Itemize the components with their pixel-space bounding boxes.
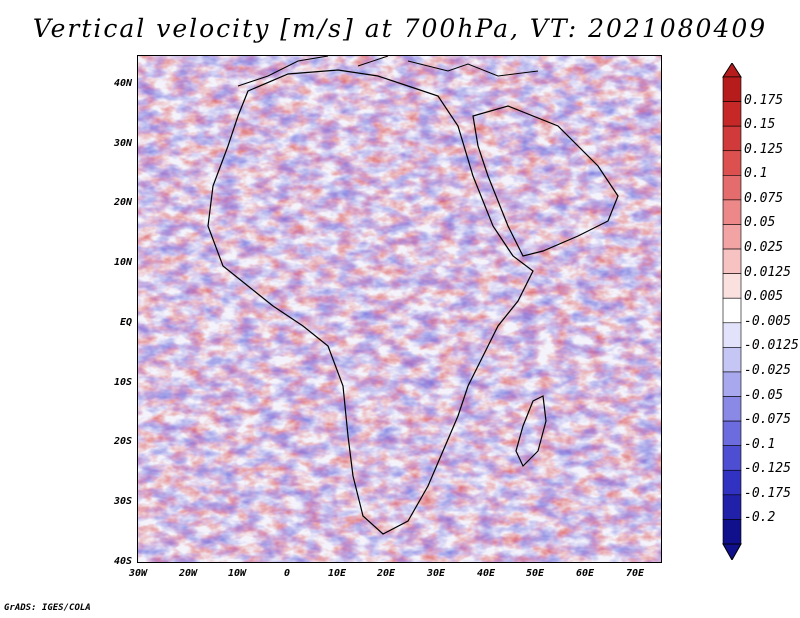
colorbar-label: 0.15 [744, 117, 776, 133]
colorbar-cell [722, 420, 742, 446]
colorbar-label: -0.0125 [744, 338, 799, 354]
lat-label: 30N [113, 138, 132, 149]
colorbar-cell [722, 469, 742, 496]
colorbar-cell [722, 347, 742, 373]
lon-label: 30W [128, 568, 148, 579]
map-title: Vertical velocity [m/s] at 700hPa, VT: 2… [32, 14, 768, 43]
colorbar-cell [722, 101, 742, 127]
colorbar-cell [722, 76, 742, 102]
colorbar-label: -0.075 [744, 412, 791, 428]
lon-label: 20E [376, 568, 396, 579]
lon-label: 60E [575, 568, 595, 579]
lon-label: 10W [227, 568, 247, 579]
colorbar-label: -0.1 [744, 436, 776, 452]
colorbar-label: 0.0125 [744, 264, 791, 280]
colorbar-label: 0.025 [744, 240, 784, 256]
footer-credit: GrADS: IGES/COLA [4, 603, 91, 613]
colorbar-label: 0.075 [744, 190, 784, 206]
colorbar-cell [722, 248, 742, 274]
map-panel [137, 55, 662, 563]
colorbar-cell [722, 199, 742, 225]
colorbar-label: -0.05 [744, 387, 784, 403]
lon-label: 20W [178, 568, 198, 579]
lat-label: 30S [113, 496, 132, 507]
colorbar-label: -0.175 [744, 485, 791, 501]
lon-label: 0 [283, 568, 291, 579]
madagascar-coastline [515, 395, 547, 468]
colorbar-cell [722, 322, 742, 348]
lon-label: 30E [426, 568, 446, 579]
colorbar-cell [722, 445, 742, 471]
colorbar-label: 0.05 [744, 215, 776, 231]
colorbar-label: 0.005 [744, 289, 784, 305]
colorbar [722, 63, 742, 560]
lat-label: 10S [113, 377, 132, 388]
colorbar-cell [722, 371, 742, 397]
colorbar-label: -0.2 [744, 510, 776, 526]
colorbar-cell [722, 396, 742, 422]
colorbar-arrow-bottom [722, 543, 742, 560]
europe-coastline [237, 56, 539, 87]
africa-coastline [207, 69, 534, 535]
colorbar-cell [722, 175, 742, 201]
colorbar-label: 0.1 [744, 166, 768, 182]
lat-label: 20S [113, 436, 132, 447]
lon-label: 50E [525, 568, 545, 579]
arabia-coastline [472, 105, 619, 257]
colorbar-cell [722, 519, 742, 545]
colorbar-cell [722, 297, 742, 324]
colorbar-cell [722, 150, 742, 176]
colorbar-cell [722, 125, 742, 152]
colorbar-label: -0.025 [744, 362, 791, 378]
lat-label: 40S [113, 556, 132, 567]
colorbar-label: 0.125 [744, 141, 784, 157]
lon-label: 40E [476, 568, 496, 579]
colorbar-label: 0.175 [744, 92, 784, 108]
lat-label: 40N [113, 78, 132, 89]
velocity-field [138, 56, 661, 562]
colorbar-cell [722, 224, 742, 250]
lon-label: 10E [327, 568, 347, 579]
lat-label: 20N [113, 197, 132, 208]
colorbar-cell [722, 494, 742, 520]
colorbar-label: -0.005 [744, 313, 791, 329]
colorbar-cell [722, 273, 742, 299]
colorbar-label: -0.125 [744, 461, 791, 477]
lat-label: 10N [113, 257, 132, 268]
lon-label: 70E [625, 568, 645, 579]
lat-label: EQ [119, 317, 132, 328]
colorbar-arrow-top [722, 63, 742, 78]
